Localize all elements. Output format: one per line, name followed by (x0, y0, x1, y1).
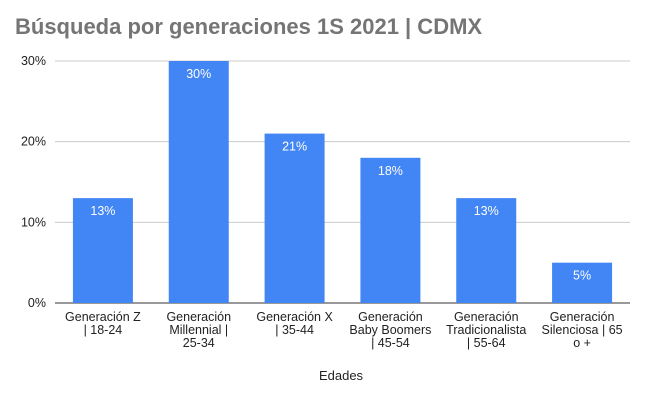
x-category-label: Generación Millennial | 25-34 (166, 310, 231, 350)
bar (456, 198, 517, 303)
y-axis-ticks: 0% 10% 20% 30% (21, 54, 46, 310)
bar-value-label: 18% (378, 164, 403, 178)
bar (552, 262, 613, 303)
x-category-label: Generación X | 35-44 (256, 310, 333, 337)
bar (264, 133, 325, 303)
y-tick-label: 0% (28, 296, 46, 310)
bar-value-label: 5% (573, 269, 591, 283)
y-tick-label: 30% (21, 54, 46, 68)
x-category-label: Generación Baby Boomers | 45-54 (349, 310, 431, 350)
bar-value-label: 30% (186, 67, 211, 81)
bar (72, 198, 133, 303)
y-tick-label: 10% (21, 215, 46, 229)
x-category-label: Generación Silenciosa | 65 o + (542, 310, 623, 350)
bar-value-label: 13% (474, 204, 499, 218)
x-axis-label: Edades (319, 368, 364, 383)
y-tick-label: 20% (21, 135, 46, 149)
x-category-label: Generación Z | 18-24 (65, 310, 141, 337)
x-category-label: Generación Tradicionalista | 55-64 (446, 310, 526, 350)
bar (168, 61, 229, 303)
gridlines (55, 60, 630, 304)
bar (360, 157, 421, 303)
chart-title: Búsqueda por generaciones 1S 2021 | CDMX (15, 14, 483, 39)
bar-value-label: 13% (90, 204, 115, 218)
bars: 13% 30% 21% 18% 13% 5% (72, 61, 613, 303)
x-axis-categories: Generación Z | 18-24 Generación Millennial … (65, 310, 623, 350)
bar-value-label: 21% (282, 140, 307, 154)
